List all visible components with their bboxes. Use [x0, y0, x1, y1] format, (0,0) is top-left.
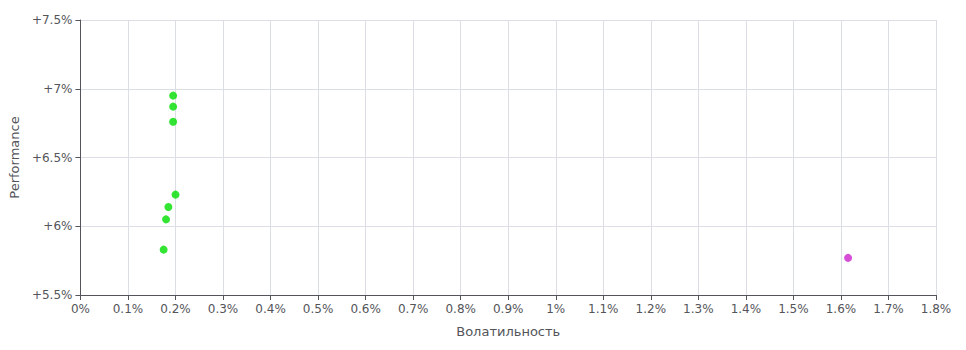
svg-text:+6%: +6%: [43, 219, 72, 233]
svg-text:+7%: +7%: [43, 82, 72, 96]
svg-text:1.8%: 1.8%: [921, 302, 952, 316]
svg-text:1.7%: 1.7%: [873, 302, 904, 316]
svg-text:1.3%: 1.3%: [683, 302, 714, 316]
svg-text:0.2%: 0.2%: [160, 302, 191, 316]
svg-text:0%: 0%: [71, 302, 90, 316]
svg-text:0.1%: 0.1%: [113, 302, 144, 316]
svg-text:1.5%: 1.5%: [778, 302, 809, 316]
svg-text:0.9%: 0.9%: [493, 302, 523, 316]
svg-text:1.2%: 1.2%: [636, 302, 667, 316]
svg-text:+7.5%: +7.5%: [32, 13, 73, 27]
svg-text:0.3%: 0.3%: [208, 302, 239, 316]
svg-text:0.7%: 0.7%: [398, 302, 429, 316]
svg-text:0.6%: 0.6%: [350, 302, 381, 316]
svg-text:Волатильность: Волатильность: [456, 324, 560, 339]
svg-text:0.5%: 0.5%: [303, 302, 334, 316]
svg-text:1.1%: 1.1%: [588, 302, 619, 316]
svg-text:1.4%: 1.4%: [731, 302, 762, 316]
svg-text:0.8%: 0.8%: [445, 302, 476, 316]
svg-text:Performance: Performance: [7, 116, 22, 198]
svg-text:1%: 1%: [546, 302, 565, 316]
svg-text:+6.5%: +6.5%: [32, 151, 73, 165]
svg-text:+5.5%: +5.5%: [32, 288, 73, 302]
svg-text:1.6%: 1.6%: [826, 302, 857, 316]
svg-text:0.4%: 0.4%: [255, 302, 286, 316]
